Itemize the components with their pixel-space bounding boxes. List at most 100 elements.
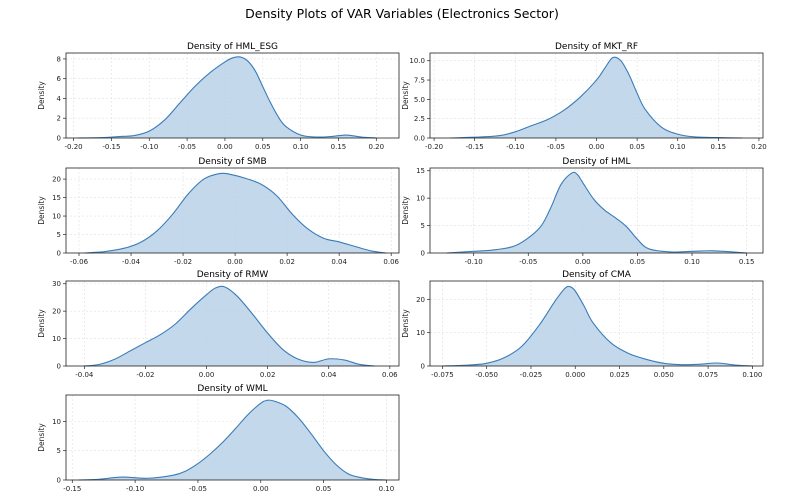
y-axis-label: Density [37,423,46,452]
y-axis-label: Density [37,309,46,338]
x-tick-label: -0.15 [466,143,484,151]
density-panel-1: -0.20 -0.15 -0.10 -0.05 0.00 0.05 0.10 0.15 0.20… [37,42,400,151]
x-tick-label: -0.025 [520,371,543,379]
x-tick-label: 0.00 [589,143,605,151]
panel-title: Density of HML_ESG [187,42,278,52]
panel-title: Density of SMB [198,157,266,167]
density-line [77,56,377,139]
x-tick-label: 0.000 [565,371,585,379]
x-tick-label: 0.06 [383,258,399,266]
x-tick-label: 0.00 [217,143,233,151]
axes-frame [65,167,400,254]
y-tick-label: 30 [52,280,61,288]
x-tick-label: 0.20 [368,143,384,151]
y-tick-label: 5 [57,447,61,455]
x-tick-label: -0.05 [189,485,207,493]
density-panel-2: -0.20 -0.15 -0.10 -0.05 0.00 0.05 0.10 0.15 0.20… [401,42,767,151]
density-line [84,172,387,254]
density-panel-6: -0.075 -0.050 -0.025 0.000 0.025 0.050 0.075 0.… [401,270,764,379]
y-tick-label: 2.5 [414,115,425,123]
x-tick-label: -0.04 [122,258,141,266]
x-tick-label: 0.10 [684,258,700,266]
y-tick-label: 10 [416,195,425,203]
x-tick-label: 0.00 [227,258,243,266]
density-panel-4: -0.10 -0.05 0.00 0.05 0.10 0.15 0 5 10 15 Density … [401,157,764,266]
y-tick-label: 0 [421,250,425,258]
x-tick-label: 0.05 [316,485,332,493]
density-panel-5: -0.04 -0.02 0.00 0.02 0.04 0.06 0 10 20 30 Density… [37,270,400,379]
y-axis-label: Density [37,81,46,110]
panel-title: Density of MKT_RF [555,42,638,52]
panel-title: Density of HML [562,157,630,167]
axes-frame [65,394,400,481]
density-line [78,399,387,481]
y-tick-label: 5 [421,222,425,230]
y-tick-label: 10 [52,335,61,343]
density-line [84,285,375,367]
axes-frame [65,280,400,367]
x-tick-label: 0.025 [610,371,630,379]
x-tick-label: -0.10 [140,143,158,151]
x-tick-label: -0.05 [547,143,565,151]
x-tick-label: -0.10 [126,485,144,493]
x-tick-label: 0.06 [382,371,398,379]
axes-frame [65,52,400,139]
x-tick-label: -0.20 [65,143,83,151]
x-tick-label: -0.10 [506,143,524,151]
y-tick-label: 8 [57,55,61,63]
x-tick-label: 0.02 [260,371,276,379]
x-tick-label: -0.075 [431,371,454,379]
x-tick-label: 0.02 [279,258,295,266]
y-tick-label: 5.0 [414,96,425,104]
x-tick-label: -0.20 [425,143,443,151]
x-tick-label: 0.00 [575,258,591,266]
y-tick-label: 6 [57,75,62,83]
y-axis-label: Density [401,309,410,338]
axes-frame [429,167,764,254]
x-tick-label: 0.00 [199,371,215,379]
density-fill [450,57,743,138]
density-fill [77,56,377,139]
density-line [442,285,753,367]
y-tick-label: 10.0 [409,57,425,65]
x-tick-label: 0.15 [331,143,347,151]
density-line [446,171,747,254]
x-tick-label: 0.15 [711,143,727,151]
y-tick-label: 20 [416,296,425,304]
y-tick-label: 10 [52,418,61,426]
x-tick-label: 0.075 [698,371,718,379]
y-tick-label: 4 [57,95,62,103]
y-tick-label: 10 [416,329,425,337]
x-tick-label: 0.00 [253,485,269,493]
density-fill [84,173,386,253]
y-tick-label: 0 [57,250,61,258]
y-tick-label: 0 [57,363,61,371]
density-panel-3: -0.06 -0.04 -0.02 0.00 0.02 0.04 0.06 0 5 10 15 20 D… [37,157,400,266]
x-tick-label: -0.15 [63,485,81,493]
y-tick-label: 7.5 [414,77,425,85]
x-tick-label: -0.050 [475,371,498,379]
density-line [450,56,743,139]
y-tick-label: 0 [57,135,61,143]
y-tick-label: 2 [57,115,61,123]
figure-title: Density Plots of VAR Variables (Electron… [245,6,559,21]
y-axis-label: Density [401,196,410,225]
x-tick-label: -0.10 [465,258,483,266]
density-fill [78,400,387,480]
y-tick-label: 20 [52,308,61,316]
x-tick-label: 0.10 [379,485,395,493]
y-tick-label: 5 [57,231,61,239]
x-tick-label: -0.05 [519,258,537,266]
y-tick-label: 20 [52,176,61,184]
x-tick-label: 0.10 [670,143,686,151]
x-tick-label: -0.15 [102,143,120,151]
x-tick-label: 0.04 [331,258,347,266]
y-tick-label: 0 [57,477,61,485]
x-tick-label: 0.10 [293,143,309,151]
y-tick-label: 0 [421,363,425,371]
x-tick-label: 0.05 [629,143,645,151]
x-tick-label: 0.15 [739,258,755,266]
panel-title: Density of RMW [197,270,269,280]
x-tick-label: 0.05 [630,258,646,266]
